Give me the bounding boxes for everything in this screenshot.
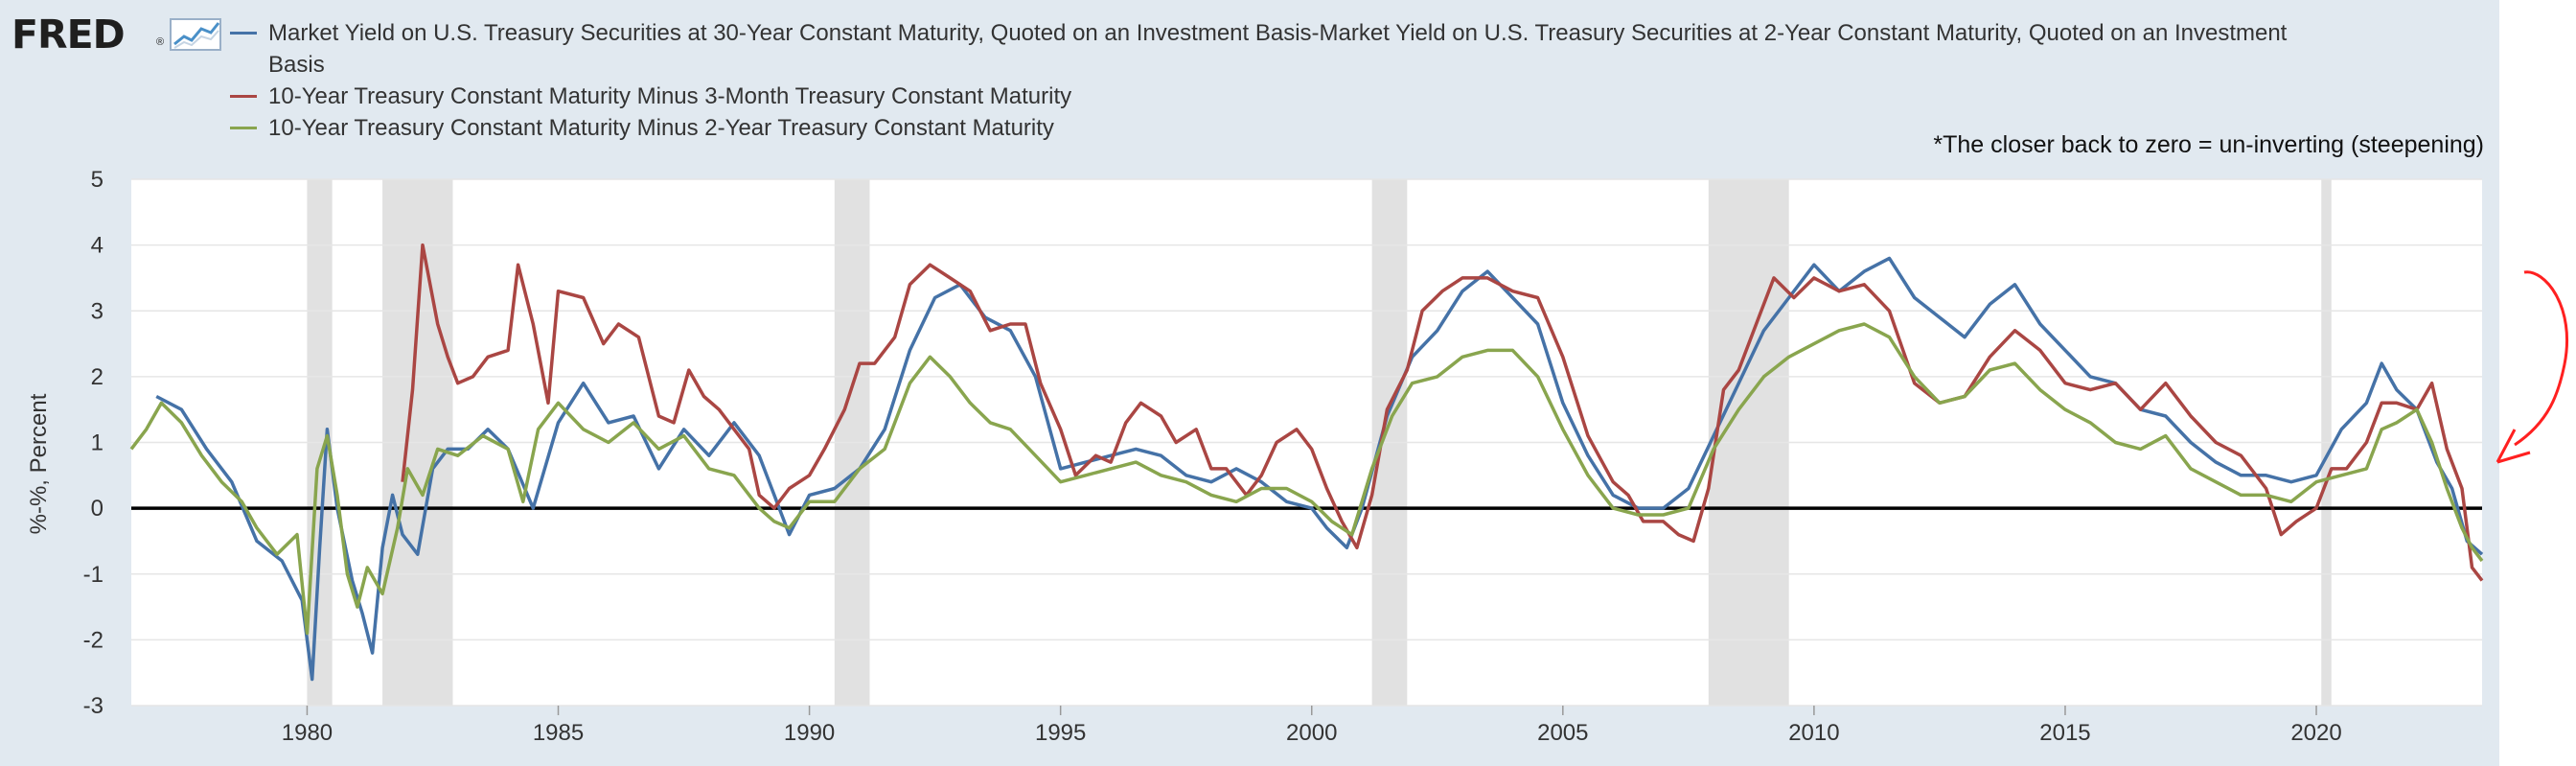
y-tick-label: 0 — [91, 496, 104, 522]
x-tick-label: 1995 — [1035, 720, 1086, 746]
legend-item-blue[interactable]: Market Yield on U.S. Treasury Securities… — [230, 17, 2290, 81]
legend-swatch-blue — [230, 32, 257, 35]
legend-label: 10-Year Treasury Constant Maturity Minus… — [268, 115, 1054, 141]
y-tick-label: -2 — [83, 627, 104, 653]
legend-item-green[interactable]: 10-Year Treasury Constant Maturity Minus… — [230, 112, 2290, 144]
y-tick-label: 3 — [91, 298, 104, 324]
y-axis-ticks: -3 -2 -1 0 1 2 3 4 5 — [83, 167, 104, 719]
y-tick-label: 2 — [91, 364, 104, 390]
legend-swatch-red — [230, 95, 257, 98]
series-lines — [129, 243, 2484, 682]
y-axis-label: %-%, Percent — [26, 393, 52, 534]
line-chart-icon — [170, 18, 221, 51]
y-tick-label: 1 — [91, 430, 104, 456]
legend-item-red[interactable]: 10-Year Treasury Constant Maturity Minus… — [230, 81, 2290, 112]
registered-mark: ® — [156, 36, 165, 48]
x-axis-ticks: 1980 1985 1990 1995 2000 2005 2010 2015 2020 — [282, 706, 2342, 746]
x-tick-label: 2005 — [1537, 720, 1588, 746]
curved-arrow-icon — [2496, 270, 2569, 464]
legend-swatch-green — [230, 127, 257, 129]
chart-legend: Market Yield on U.S. Treasury Securities… — [230, 17, 2290, 144]
x-tick-label: 1985 — [533, 720, 584, 746]
series-line-1 — [401, 243, 2484, 582]
x-tick-label: 1990 — [784, 720, 835, 746]
y-tick-label: 5 — [91, 167, 104, 193]
x-tick-label: 2020 — [2290, 720, 2341, 746]
x-tick-label: 2010 — [1788, 720, 1839, 746]
y-tick-label: -1 — [83, 562, 104, 588]
x-tick-label: 2000 — [1286, 720, 1337, 746]
x-tick-label: 1980 — [282, 720, 333, 746]
legend-label: 10-Year Treasury Constant Maturity Minus… — [268, 83, 1072, 109]
series-line-0 — [155, 256, 2484, 682]
series-line-2 — [129, 322, 2484, 636]
x-tick-label: 2015 — [2039, 720, 2090, 746]
y-tick-label: 4 — [91, 233, 104, 259]
annotation-note: *The closer back to zero = un-inverting … — [1933, 131, 2484, 158]
y-tick-label: -3 — [83, 693, 104, 719]
legend-label: Market Yield on U.S. Treasury Securities… — [268, 20, 2288, 78]
logo-text: FRED — [12, 12, 126, 58]
